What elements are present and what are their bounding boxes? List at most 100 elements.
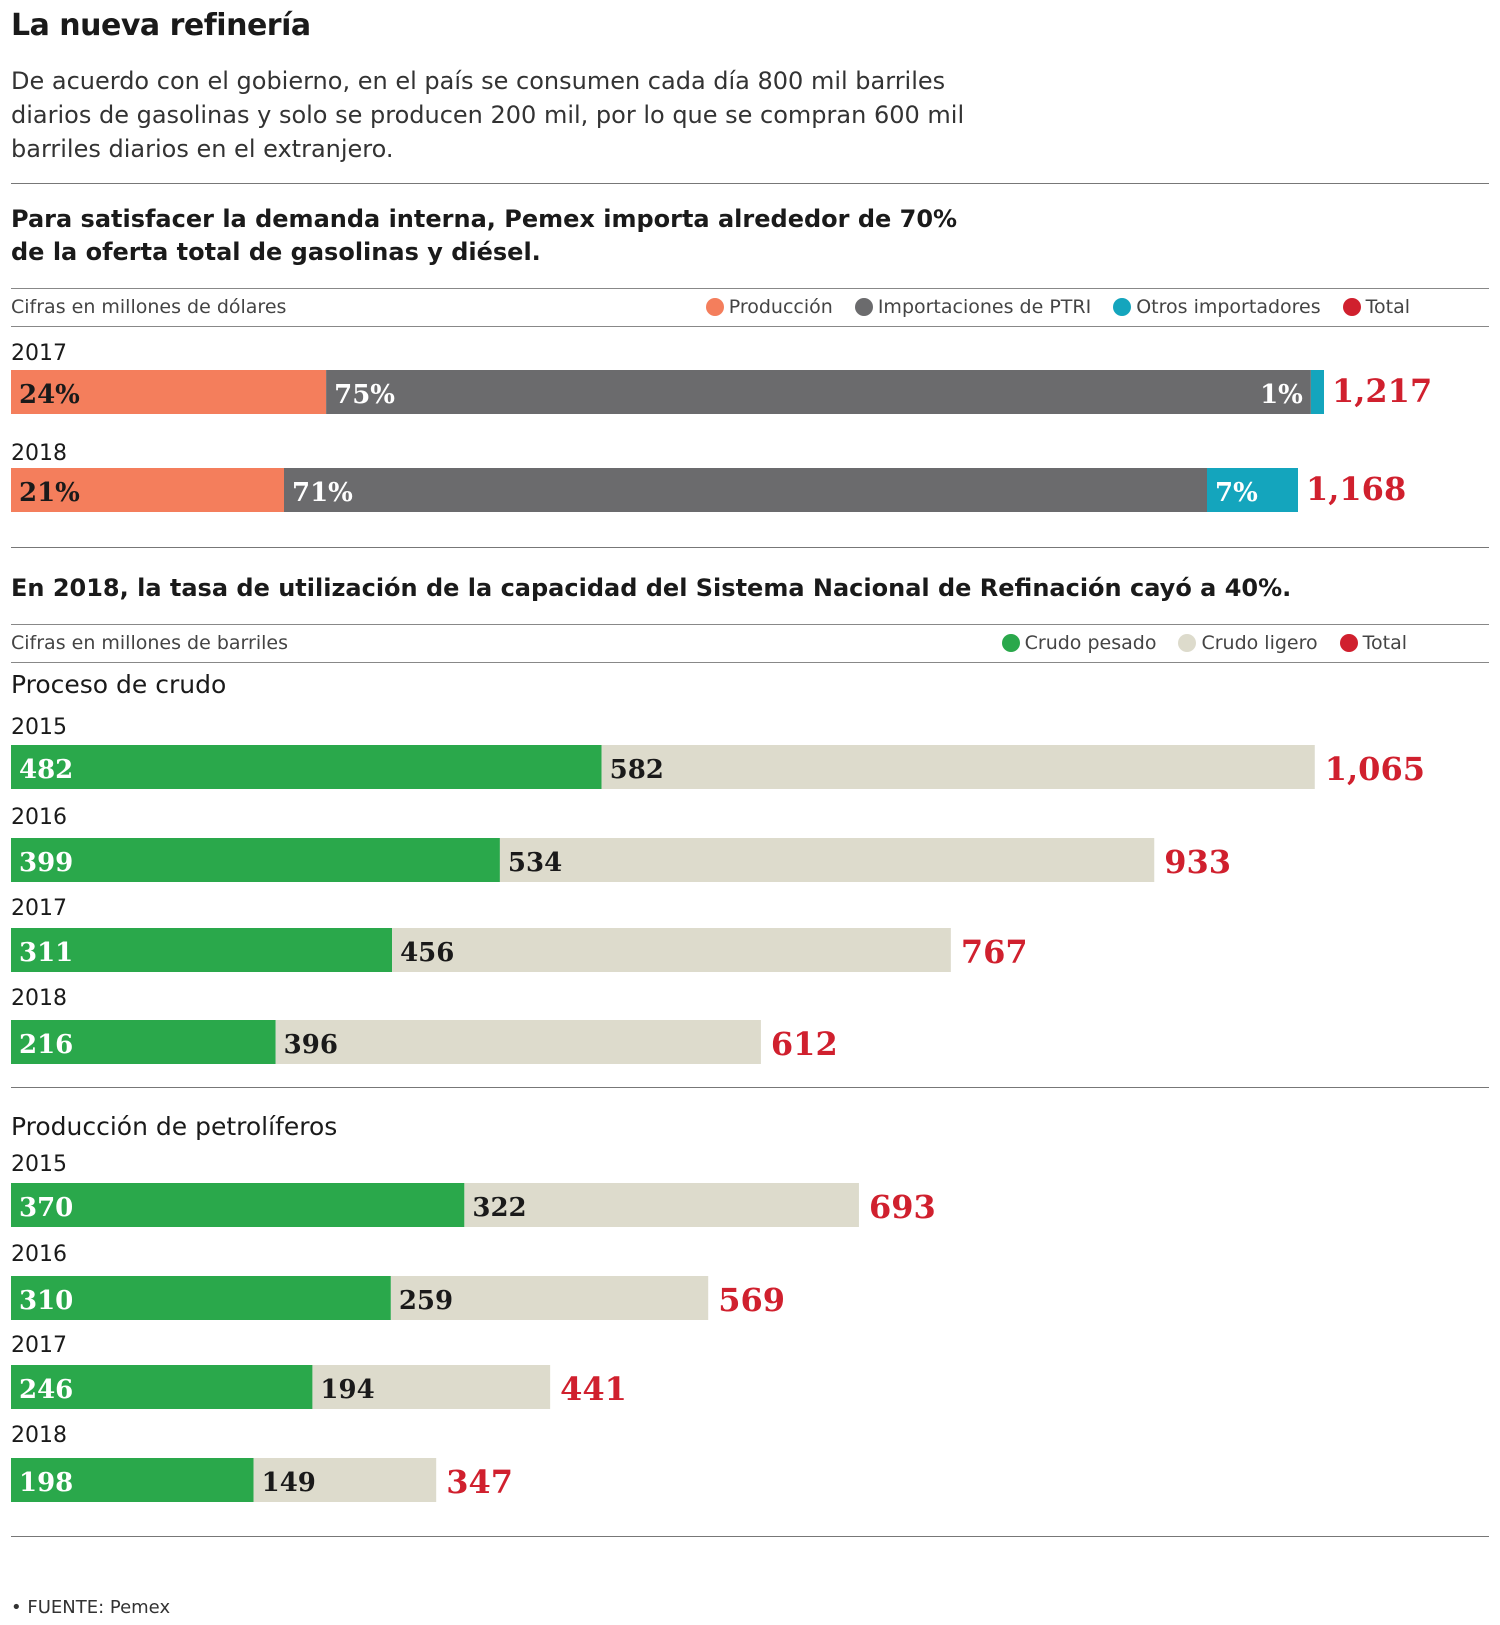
- subhead-proceso-crudo: Proceso de crudo: [11, 670, 227, 699]
- legend-total-2: Total: [1339, 632, 1407, 654]
- data-label-pesado: 198: [19, 1468, 73, 1498]
- data-label: 21%: [19, 478, 80, 508]
- section1-legend: Producción Importaciones de PTRI Otros i…: [684, 296, 1410, 318]
- legend-total-1-label: Total: [1365, 296, 1410, 318]
- section2-legend: Crudo pesado Crudo ligero Total: [980, 632, 1407, 654]
- total-label: 612: [771, 1025, 838, 1063]
- total-label: 569: [718, 1281, 785, 1319]
- bar-segment: [326, 370, 1311, 414]
- bar-segment-ligero: [499, 838, 1155, 882]
- data-label-ligero: 456: [400, 938, 454, 968]
- legend-total-2-swatch: [1339, 634, 1358, 652]
- data-label-pesado: 216: [19, 1030, 73, 1060]
- page-title: La nueva refinería: [11, 8, 311, 43]
- data-label-pesado: 311: [19, 938, 73, 968]
- data-label-pesado: 370: [19, 1193, 73, 1223]
- year-label: 2016: [11, 805, 67, 830]
- total-label: 767: [961, 933, 1028, 971]
- section2-rule-b: [11, 662, 1489, 663]
- bar-segment-pesado: [11, 745, 602, 789]
- bar-segment-pesado: [11, 1020, 276, 1064]
- data-label-pesado: 482: [19, 755, 73, 785]
- data-label-ligero: 194: [320, 1375, 374, 1405]
- section2-heading: En 2018, la tasa de utilización de la ca…: [11, 574, 1292, 602]
- divider-top: [11, 183, 1489, 184]
- divider-sub: [11, 1087, 1489, 1088]
- subhead-petroliferos: Producción de petrolíferos: [11, 1112, 338, 1141]
- bar-segment: [1207, 468, 1298, 512]
- year-label: 2017: [11, 341, 67, 366]
- year-label: 2018: [11, 441, 67, 466]
- bar-segment-pesado: [11, 1183, 465, 1227]
- data-label: 24%: [19, 380, 80, 410]
- section1-heading: Para satisfacer la demanda interna, Peme…: [11, 205, 958, 266]
- bar-segment-ligero: [392, 928, 951, 972]
- bar-segment: [11, 468, 284, 512]
- year-label: 2017: [11, 1333, 67, 1358]
- data-label-pesado: 399: [19, 848, 73, 878]
- legend-otros: Otros importadores: [1113, 296, 1321, 318]
- year-label: 2017: [11, 896, 67, 921]
- section1-rule-a: [11, 288, 1489, 289]
- bar-segment-pesado: [11, 1365, 313, 1409]
- legend-produccion-label: Producción: [728, 296, 833, 318]
- legend-otros-swatch: [1113, 298, 1132, 316]
- year-label: 2018: [11, 986, 67, 1011]
- legend-total-1: Total: [1342, 296, 1410, 318]
- divider-mid: [11, 547, 1489, 548]
- total-label: 1,065: [1325, 750, 1425, 788]
- bar-segment-pesado: [11, 1458, 254, 1502]
- total-label: 933: [1164, 843, 1231, 881]
- bar-segment-ligero: [464, 1183, 859, 1227]
- legend-total-1-swatch: [1342, 298, 1361, 316]
- data-label: 75%: [334, 380, 395, 410]
- total-label: 441: [560, 1370, 627, 1408]
- legend-ptri-swatch: [854, 298, 873, 316]
- bar-segment-ligero: [312, 1365, 551, 1409]
- data-label-ligero: 582: [610, 755, 664, 785]
- bar-segment: [284, 468, 1207, 512]
- data-label-ligero: 396: [284, 1030, 338, 1060]
- data-label-pesado: 246: [19, 1375, 73, 1405]
- legend-ptri-label: Importaciones de PTRI: [877, 296, 1092, 318]
- section1-unit: Cifras en millones de dólares: [11, 296, 287, 318]
- total-label: 1,217: [1332, 372, 1432, 410]
- section1-rule-b: [11, 326, 1489, 327]
- year-label: 2016: [11, 1242, 67, 1267]
- source-note: • FUENTE: Pemex: [11, 1597, 171, 1618]
- bar-segment-ligero: [390, 1276, 709, 1320]
- legend-produccion-swatch: [705, 298, 724, 316]
- year-label: 2015: [11, 715, 67, 740]
- total-label: 693: [869, 1188, 936, 1226]
- legend-pesado-label: Crudo pesado: [1024, 632, 1157, 654]
- bar-segment-ligero: [601, 745, 1315, 789]
- legend-ptri: Importaciones de PTRI: [854, 296, 1092, 318]
- year-label: 2018: [11, 1423, 67, 1448]
- data-label: 7%: [1215, 478, 1258, 508]
- bar-segment-pesado: [11, 928, 393, 972]
- legend-ligero: Crudo ligero: [1178, 632, 1318, 654]
- bar-segment-ligero: [275, 1020, 761, 1064]
- data-label-ligero: 534: [508, 848, 562, 878]
- bar-segment: [11, 370, 327, 414]
- data-label: 71%: [292, 478, 353, 508]
- legend-pesado-swatch: [1001, 634, 1020, 652]
- year-label: 2015: [11, 1152, 67, 1177]
- total-label: 1,168: [1306, 470, 1406, 508]
- legend-total-2-label: Total: [1362, 632, 1407, 654]
- section2-rule-a: [11, 624, 1489, 625]
- data-label-ligero: 149: [262, 1468, 316, 1498]
- legend-pesado: Crudo pesado: [1001, 632, 1157, 654]
- divider-bottom: [11, 1536, 1489, 1537]
- bar-segment: [1310, 370, 1324, 414]
- legend-ligero-label: Crudo ligero: [1201, 632, 1318, 654]
- legend-ligero-swatch: [1178, 634, 1197, 652]
- data-label-pesado: 310: [19, 1286, 73, 1316]
- bar-segment-pesado: [11, 1276, 391, 1320]
- legend-produccion: Producción: [705, 296, 833, 318]
- data-label: 1%: [1260, 380, 1303, 410]
- total-label: 347: [446, 1463, 513, 1501]
- legend-otros-label: Otros importadores: [1136, 296, 1321, 318]
- intro-text: De acuerdo con el gobierno, en el país s…: [11, 67, 965, 163]
